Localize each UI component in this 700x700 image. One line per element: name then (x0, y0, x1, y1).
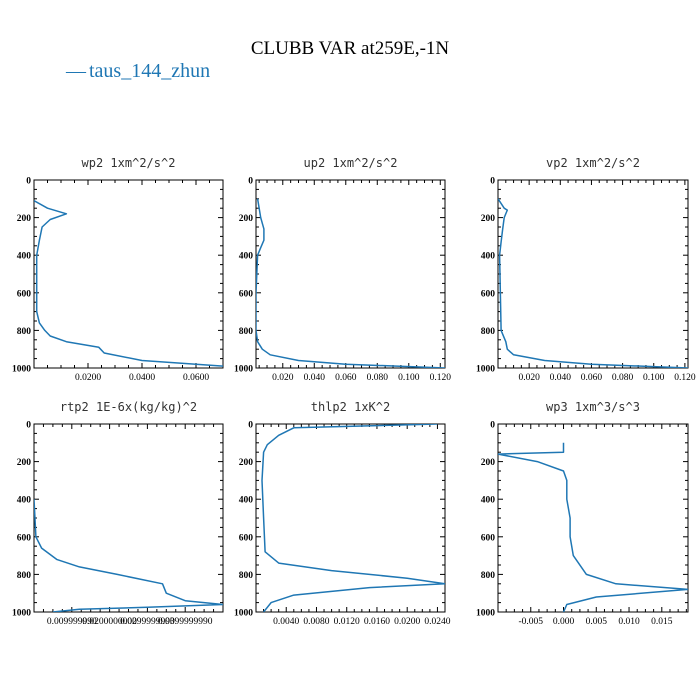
plot-frame (33, 423, 224, 613)
x-tick-label: 0.0200 (394, 617, 420, 627)
plot-frame (255, 423, 446, 613)
y-tick-label: 200 (481, 214, 496, 224)
y-tick-label: 200 (17, 214, 32, 224)
y-tick-label: 800 (481, 571, 496, 581)
legend-label: taus_144_zhun (89, 60, 210, 82)
x-tick-label: 0.0080 (303, 617, 329, 627)
y-tick-label: 400 (239, 496, 254, 506)
y-tick-label: 400 (17, 252, 32, 262)
x-tick-label: 0.000 (553, 617, 575, 627)
x-tick-label: 0.060 (581, 373, 603, 383)
series-line (34, 499, 223, 612)
y-tick-label: 400 (481, 496, 496, 506)
y-tick-label: 200 (17, 458, 32, 468)
x-tick-label: 0.0240 (424, 617, 450, 627)
y-tick-label: 0 (490, 177, 495, 187)
y-tick-label: 200 (239, 214, 254, 224)
x-tick-label: 0.100 (398, 373, 420, 383)
panel-title: vp2 1xm^2/s^2 (546, 156, 640, 170)
y-tick-label: 200 (239, 458, 254, 468)
x-tick-label: 0.120 (674, 373, 696, 383)
x-tick-label: -0.005 (518, 617, 543, 627)
series-line (256, 198, 445, 368)
y-tick-label: 1000 (12, 609, 31, 619)
x-tick-label: 0.009999990 (47, 617, 97, 627)
y-tick-label: 800 (17, 327, 32, 337)
plot-frame (255, 179, 446, 369)
y-tick-label: 600 (17, 533, 32, 543)
x-tick-label: 0.120 (430, 373, 452, 383)
series-line (498, 442, 688, 612)
x-tick-label: 0.0120 (334, 617, 360, 627)
x-tick-label: 0.015 (651, 617, 673, 627)
panel-6: wp3 1xm^3/s^3 0 200 400 600 800 1000 -0.005 0.00… (476, 400, 689, 627)
x-tick-label: 0.010 (618, 617, 640, 627)
x-tick-label: 0.040 (304, 373, 326, 383)
x-tick-label: 0.0299999990 (120, 617, 175, 627)
panel-title: rtp2 1E-6x(kg/kg)^2 (60, 400, 197, 414)
x-tick-label: 0.040 (550, 373, 572, 383)
y-tick-label: 800 (17, 571, 32, 581)
panel-title: thlp2 1xK^2 (311, 400, 390, 414)
x-tick-label: 0.080 (612, 373, 634, 383)
panel-2: up2 1xm^2/s^2 0 200 400 600 800 1000 0.020 0.040… (234, 156, 451, 383)
panel-title: up2 1xm^2/s^2 (304, 156, 398, 170)
y-tick-label: 800 (239, 571, 254, 581)
panel-4: rtp2 1E-6x(kg/kg)^2 0 200 400 600 800 1000 0.00… (12, 400, 224, 627)
x-tick-label: 0.0160 (364, 617, 390, 627)
y-tick-label: 200 (481, 458, 496, 468)
y-tick-label: 800 (481, 327, 496, 337)
y-tick-label: 600 (481, 533, 496, 543)
legend-line-marker: — (65, 60, 87, 82)
x-tick-label: 0.0400 (129, 373, 155, 383)
series-line (34, 200, 223, 367)
y-tick-label: 800 (239, 327, 254, 337)
panel-5: thlp2 1xK^2 0 200 400 600 800 1000 0.0040 0.0080… (234, 400, 451, 627)
y-tick-label: 1000 (476, 365, 495, 375)
y-tick-label: 0 (490, 421, 495, 431)
x-tick-label: 0.0040 (273, 617, 299, 627)
y-tick-label: 600 (239, 289, 254, 299)
y-tick-label: 400 (481, 252, 496, 262)
plot-frame (497, 179, 689, 369)
y-tick-label: 600 (239, 533, 254, 543)
panel-3: vp2 1xm^2/s^2 0 200 400 600 800 1000 0.020 0.040… (476, 156, 696, 383)
panel-title: wp2 1xm^2/s^2 (82, 156, 176, 170)
plot-frame (33, 179, 224, 369)
y-tick-label: 400 (239, 252, 254, 262)
x-tick-label: 0.0399999990 (158, 617, 213, 627)
y-tick-label: 1000 (234, 609, 253, 619)
x-tick-label: 0.0200000000 (82, 617, 137, 627)
series-line (498, 198, 688, 368)
y-tick-label: 1000 (476, 609, 495, 619)
panel-1: wp2 1xm^2/s^2 0 200 400 600 800 1000 0.0200 0.04… (12, 156, 224, 383)
legend: — taus_144_zhun (65, 60, 210, 82)
x-tick-label: 0.060 (335, 373, 357, 383)
y-tick-label: 0 (248, 421, 253, 431)
y-tick-label: 600 (481, 289, 496, 299)
x-tick-label: 0.020 (518, 373, 540, 383)
x-tick-label: 0.0600 (183, 373, 209, 383)
x-tick-label: 0.100 (643, 373, 665, 383)
y-tick-label: 600 (17, 289, 32, 299)
x-tick-label: 0.005 (586, 617, 608, 627)
figure-title: CLUBB VAR at259E,-1N (251, 38, 450, 59)
y-tick-label: 1000 (234, 365, 253, 375)
y-tick-label: 1000 (12, 365, 31, 375)
panel-title: wp3 1xm^3/s^3 (546, 400, 640, 414)
y-tick-label: 0 (248, 177, 253, 187)
x-tick-label: 0.020 (272, 373, 294, 383)
y-tick-label: 0 (26, 177, 31, 187)
y-tick-label: 0 (26, 421, 31, 431)
plot-frame (497, 423, 689, 613)
series-line (261, 424, 445, 612)
y-tick-label: 400 (17, 496, 32, 506)
x-tick-label: 0.0200 (75, 373, 101, 383)
x-tick-label: 0.080 (367, 373, 389, 383)
